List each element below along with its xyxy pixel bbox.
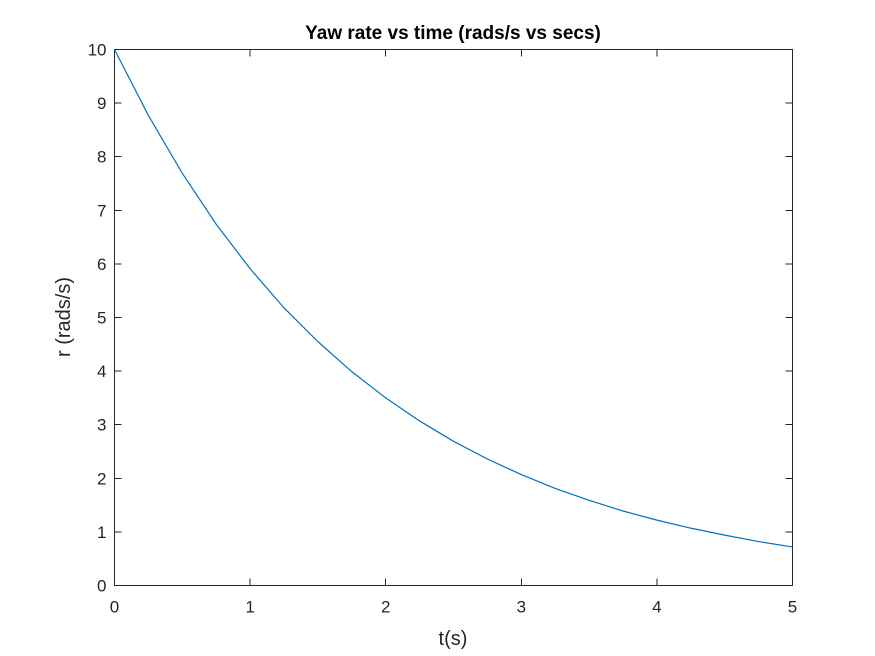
plot-box [114, 49, 793, 586]
axis-ticks: 0 1 2 3 4 5 0 1 2 3 4 5 6 7 8 9 10 [88, 41, 798, 617]
y-tick-label: 4 [97, 362, 106, 381]
y-tick-label: 3 [97, 416, 106, 435]
chart-title: Yaw rate vs time (rads/s vs secs) [305, 23, 601, 44]
y-tick-label: 9 [97, 94, 106, 113]
x-tick-label: 0 [110, 598, 119, 617]
y-tick-label: 0 [97, 577, 106, 596]
y-tick-label: 6 [97, 255, 106, 274]
x-tick-label: 5 [788, 598, 797, 617]
y-tick-label: 10 [88, 41, 107, 60]
y-tick-label: 5 [97, 309, 106, 328]
y-tick-label: 2 [97, 469, 106, 488]
x-tick-label: 1 [245, 598, 254, 617]
y-tick-label: 8 [97, 148, 106, 167]
x-tick-label: 4 [652, 598, 661, 617]
series-layer [113, 49, 793, 548]
x-tick-label: 2 [381, 598, 390, 617]
x-tick-label: 3 [517, 598, 526, 617]
x-axis-label: t(s) [439, 628, 468, 650]
series-line [113, 49, 793, 548]
y-axis-label: r (rads/s) [53, 277, 75, 357]
y-tick-label: 7 [97, 201, 106, 220]
y-tick-label: 1 [97, 523, 106, 542]
